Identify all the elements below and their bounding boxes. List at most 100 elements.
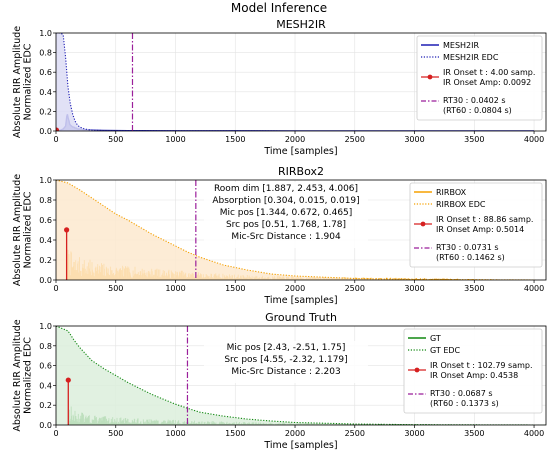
x-tick-label: 1500	[225, 135, 245, 144]
legend-label: MESH2IR EDC	[443, 53, 499, 62]
legend: MESH2IR MESH2IR EDC IR Onset t : 4.00 samp…	[416, 35, 543, 121]
series-gt-edc-fill	[56, 326, 535, 425]
legend-label: RIRBOX	[436, 188, 467, 197]
y-tick-label: 0.6	[39, 68, 52, 77]
annotation-line: Room dim [1.887, 2.453, 4.006]	[214, 184, 358, 194]
series-gt-edc-line	[56, 326, 535, 425]
legend-onset-marker	[414, 367, 420, 373]
legend-label: RIRBOX EDC	[436, 200, 486, 209]
y-tick-label: 0.8	[39, 342, 52, 351]
x-tick-label: 0	[53, 429, 58, 438]
x-tick-label: 2000	[285, 429, 305, 438]
legend-box	[409, 182, 543, 268]
x-tick-label: 3000	[404, 284, 424, 293]
x-tick-label: 4000	[524, 284, 544, 293]
x-tick-label: 2500	[345, 135, 365, 144]
x-axis-label: Time [samples]	[263, 146, 337, 157]
x-tick-label: 2500	[345, 429, 365, 438]
y-tick-label: 0.2	[39, 401, 52, 410]
legend-rt-line: RT30 : 0.0731 s	[436, 243, 499, 252]
legend-label: MESH2IR	[443, 41, 480, 50]
legend-box	[403, 328, 543, 414]
y-axis-label-line: Absolute RIR Amplitude	[12, 174, 23, 286]
legend: GT GT EDC IR Onset t : 102.79 samp.IR Onse…	[403, 328, 543, 414]
x-tick-label: 500	[108, 135, 123, 144]
x-tick-label: 1000	[165, 429, 185, 438]
annotation-line: Mic pos [1.344, 0.672, 0.465]	[220, 208, 353, 218]
legend-onset-line: IR Onset Amp: 0.4538	[430, 371, 518, 380]
y-axis-label: Absolute RIR AmplitudeNormalized EDC	[12, 319, 33, 431]
y-tick-label: 1.0	[39, 29, 52, 38]
y-tick-label: 0.0	[39, 276, 52, 285]
y-axis-label: Absolute RIR AmplitudeNormalized EDC	[12, 174, 33, 286]
legend-onset-line: IR Onset Amp: 0.5014	[436, 225, 524, 234]
series-rirbox-edc-fill	[56, 180, 535, 280]
chart-title: Ground Truth	[265, 311, 337, 324]
legend-rt-line: (RT60 : 0.0804 s)	[443, 106, 512, 115]
legend-onset-line: IR Onset t : 102.79 samp.	[430, 361, 533, 370]
figure-title: Model Inference	[231, 1, 327, 15]
y-tick-label: 0.4	[39, 381, 52, 390]
x-tick-label: 0	[53, 135, 58, 144]
annotation-line: Mic pos [2.43, -2.51, 1.75]	[227, 343, 346, 353]
y-tick-label: 0.0	[39, 421, 52, 430]
x-tick-label: 1500	[225, 429, 245, 438]
legend-box	[416, 35, 543, 121]
legend-onset-line: IR Onset Amp: 0.0092	[443, 78, 531, 87]
x-tick-label: 4000	[524, 135, 544, 144]
legend-onset-line: IR Onset t : 88.86 samp.	[436, 215, 533, 224]
y-tick-label: 0.4	[39, 236, 52, 245]
x-tick-label: 2000	[285, 284, 305, 293]
x-tick-label: 2500	[345, 284, 365, 293]
x-tick-label: 2000	[285, 135, 305, 144]
annotation-block: Mic pos [2.43, -2.51, 1.75] Src pos [4.55…	[204, 341, 368, 383]
y-tick-label: 0.8	[39, 49, 52, 58]
legend-rt-line: RT30 : 0.0687 s	[430, 389, 493, 398]
y-axis-label-line: Normalized EDC	[22, 191, 33, 268]
chart-title: MESH2IR	[276, 18, 326, 31]
y-axis-label-line: Absolute RIR Amplitude	[12, 319, 23, 431]
y-axis-label-line: Normalized EDC	[22, 337, 33, 414]
x-axis-label: Time [samples]	[263, 295, 337, 306]
chart-title: RIRBox2	[278, 165, 324, 178]
annotation-bg	[204, 182, 368, 248]
annotation-line: Src pos [0.51, 1.768, 1.78]	[226, 220, 346, 230]
onset-marker	[64, 227, 70, 233]
annotation-line: Absorption [0.304, 0.015, 0.019]	[212, 196, 359, 206]
y-tick-label: 0.6	[39, 216, 52, 225]
x-tick-label: 1000	[165, 284, 185, 293]
series-rirbox-edc-line	[56, 180, 535, 280]
x-tick-label: 500	[108, 284, 123, 293]
legend-rt-line: (RT60 : 0.1462 s)	[436, 253, 505, 262]
x-tick-label: 1000	[165, 135, 185, 144]
x-axis-label: Time [samples]	[263, 440, 337, 451]
legend-label: GT	[430, 334, 441, 343]
y-tick-label: 0.6	[39, 362, 52, 371]
legend-rt-line: RT30 : 0.0402 s	[443, 96, 506, 105]
y-axis-label: Absolute RIR AmplitudeNormalized EDC	[12, 26, 33, 138]
x-tick-label: 1500	[225, 284, 245, 293]
annotation-line: Mic-Src Distance : 2.203	[231, 367, 340, 377]
axes-frame	[55, 32, 547, 132]
axes-frame	[55, 325, 547, 426]
legend-label: GT EDC	[430, 346, 461, 355]
axes-frame	[55, 179, 547, 281]
legend-onset-marker	[427, 74, 433, 80]
chart-panel-0: MESH2IR 0 500 1000 1500 2000 2500 3000 3500 4000 0…	[12, 18, 547, 157]
x-tick-label: 3500	[464, 429, 484, 438]
y-tick-label: 1.0	[39, 322, 52, 331]
x-tick-label: 3500	[464, 284, 484, 293]
annotation-block: Room dim [1.887, 2.453, 4.006] Absorption…	[204, 182, 368, 248]
chart-panel-1: RIRBox2 0 500 1000 1500 2000 2500 3000 3500 4000 0…	[12, 165, 547, 306]
y-tick-label: 1.0	[39, 176, 52, 185]
x-tick-label: 0	[53, 284, 58, 293]
y-axis-label-line: Normalized EDC	[22, 43, 33, 120]
legend-onset-line: IR Onset t : 4.00 samp.	[443, 68, 535, 77]
onset-marker	[56, 127, 60, 131]
legend: RIRBOX RIRBOX EDC IR Onset t : 88.86 samp.…	[409, 182, 543, 268]
x-tick-label: 4000	[524, 429, 544, 438]
y-tick-label: 0.2	[39, 256, 52, 265]
legend-rt-line: (RT60 : 0.1373 s)	[430, 399, 499, 408]
annotation-line: Src pos [4.55, -2.32, 1.179]	[224, 355, 347, 365]
